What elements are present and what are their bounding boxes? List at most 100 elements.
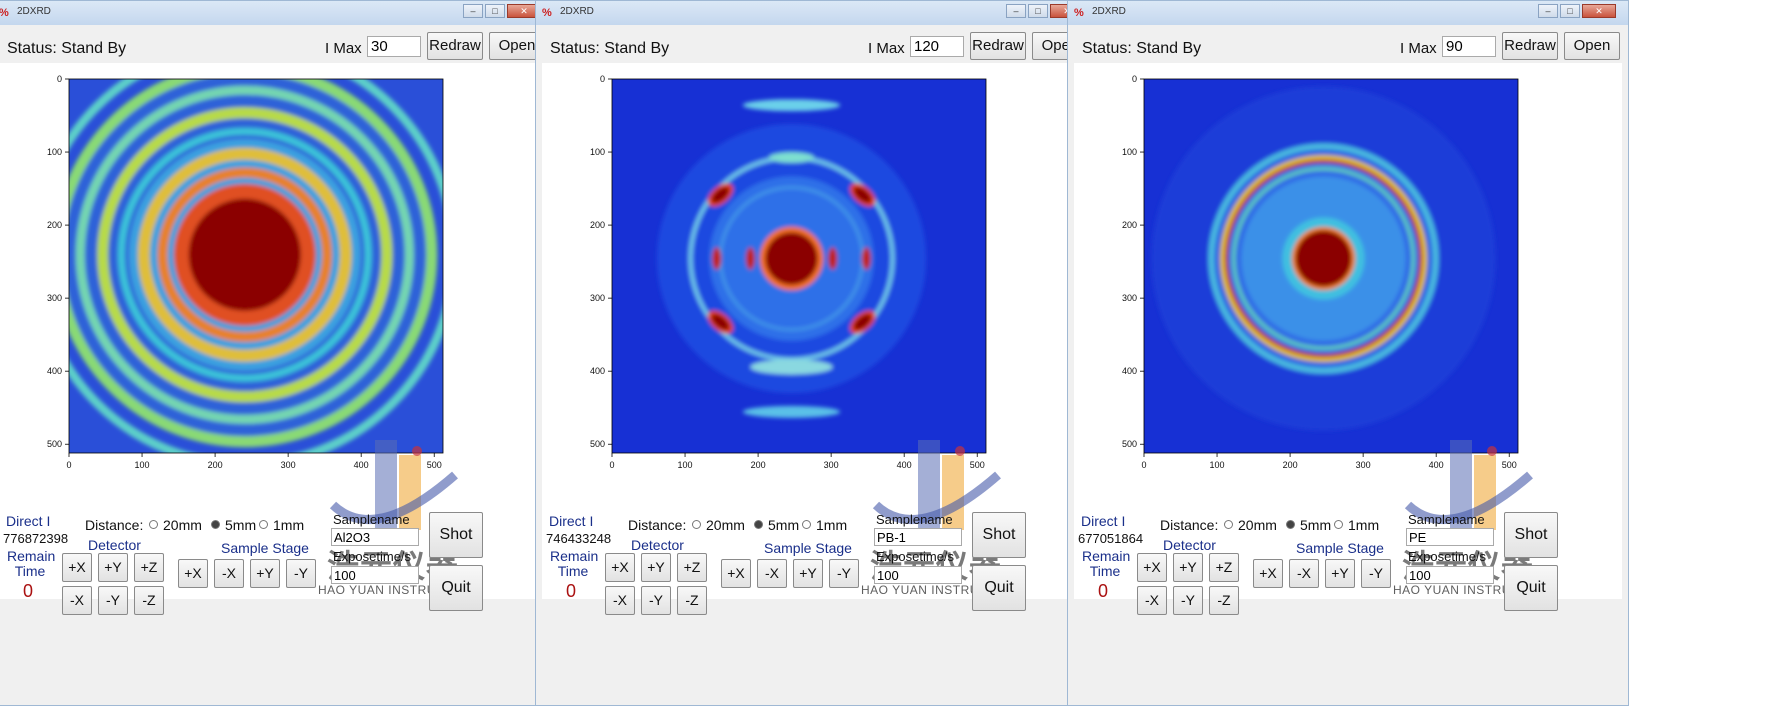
shot-button[interactable]: Shot	[972, 512, 1026, 558]
detector-plus-y-button[interactable]: +Y	[641, 553, 671, 582]
imax-input[interactable]	[1442, 36, 1496, 57]
title-bar: % 2DXRD – □ ✕	[0, 1, 553, 25]
stage-plus-y-button[interactable]: +Y	[793, 559, 823, 588]
minimize-button[interactable]: –	[463, 4, 483, 18]
stage-minus-x-button[interactable]: -X	[1289, 559, 1319, 588]
distance-option-label: 5mm	[225, 517, 257, 533]
stage-plus-x-button[interactable]: +X	[178, 559, 208, 588]
distance-radio-1mm[interactable]: 1mm	[259, 517, 304, 533]
stage-plus-x-button[interactable]: +X	[721, 559, 751, 588]
distance-option-label: 20mm	[1238, 517, 1277, 533]
detector-plus-x-button[interactable]: +X	[605, 553, 635, 582]
distance-radio-1mm[interactable]: 1mm	[802, 517, 847, 533]
stage-minus-y-button[interactable]: -Y	[286, 559, 316, 588]
detector-plus-y-button[interactable]: +Y	[98, 553, 128, 582]
samplename-input[interactable]	[1406, 528, 1494, 546]
distance-radio-5mm[interactable]: 5mm	[1286, 517, 1331, 533]
quit-button[interactable]: Quit	[972, 565, 1026, 611]
x-tick-label: 300	[824, 460, 839, 470]
shot-button[interactable]: Shot	[429, 512, 483, 558]
beam-center	[188, 198, 301, 311]
detector-minus-y-button[interactable]: -Y	[641, 586, 671, 615]
minimize-button[interactable]: –	[1006, 4, 1026, 18]
quit-button[interactable]: Quit	[429, 565, 483, 611]
detector-minus-z-button[interactable]: -Z	[134, 586, 164, 615]
radio-dot-selected	[754, 520, 763, 529]
diffraction-ring	[1224, 159, 1423, 358]
stage-minus-x-button[interactable]: -X	[214, 559, 244, 588]
xrd-window: % 2DXRD – □ ✕ Status: Stand By I Max Red…	[0, 0, 554, 706]
shot-button[interactable]: Shot	[1504, 512, 1558, 558]
y-tick-label: 200	[590, 220, 605, 230]
detector-plus-y-button[interactable]: +Y	[1173, 553, 1203, 582]
y-tick-label: 200	[1122, 220, 1137, 230]
detector-minus-y-button[interactable]: -Y	[1173, 586, 1203, 615]
redraw-button[interactable]: Redraw	[1502, 32, 1558, 60]
stage-plus-y-button[interactable]: +Y	[1325, 559, 1355, 588]
imax-input[interactable]	[367, 36, 421, 57]
stage-plus-y-button[interactable]: +Y	[250, 559, 280, 588]
samplename-input[interactable]	[331, 528, 419, 546]
exposetime-input[interactable]	[1406, 566, 1494, 584]
distance-radio-5mm[interactable]: 5mm	[211, 517, 256, 533]
detector-plus-z-button[interactable]: +Z	[1209, 553, 1239, 582]
open-button[interactable]: Open	[1564, 32, 1620, 60]
diffraction-spot	[861, 247, 871, 270]
status-text: Status: Stand By	[7, 40, 127, 57]
x-tick-label: 300	[1356, 460, 1371, 470]
redraw-button[interactable]: Redraw	[970, 32, 1026, 60]
exposetime-input[interactable]	[331, 566, 419, 584]
x-tick-label: 500	[970, 460, 985, 470]
radio-dot	[802, 520, 811, 529]
x-tick-label: 200	[751, 460, 766, 470]
distance-radio-1mm[interactable]: 1mm	[1334, 517, 1379, 533]
redraw-button[interactable]: Redraw	[427, 32, 483, 60]
detector-minus-x-button[interactable]: -X	[62, 586, 92, 615]
detector-minus-z-button[interactable]: -Z	[677, 586, 707, 615]
detector-plus-z-button[interactable]: +Z	[677, 553, 707, 582]
direct-i-label: Direct I	[6, 513, 51, 529]
diffraction-spot	[769, 152, 814, 163]
detector-plus-x-button[interactable]: +X	[1137, 553, 1167, 582]
status-text: Status: Stand By	[550, 40, 670, 57]
minimize-button[interactable]: –	[1538, 4, 1558, 18]
stage-plus-x-button[interactable]: +X	[1253, 559, 1283, 588]
maximize-button[interactable]: □	[1028, 4, 1048, 18]
distance-option-label: 5mm	[768, 517, 800, 533]
close-button[interactable]: ✕	[1582, 4, 1616, 18]
detector-plus-x-button[interactable]: +X	[62, 553, 92, 582]
imax-input[interactable]	[910, 36, 964, 57]
quit-button[interactable]: Quit	[1504, 565, 1558, 611]
sample-stage-label: Sample Stage	[221, 540, 309, 556]
maximize-button[interactable]: □	[485, 4, 505, 18]
distance-label: Distance:	[85, 517, 144, 533]
remain-time-label: Remain Time	[1082, 548, 1131, 579]
detector-minus-x-button[interactable]: -X	[1137, 586, 1167, 615]
distance-radio-20mm[interactable]: 20mm	[692, 517, 745, 533]
stage-minus-y-button[interactable]: -Y	[829, 559, 859, 588]
stage-minus-x-button[interactable]: -X	[757, 559, 787, 588]
diffraction-spot	[853, 314, 872, 330]
y-tick-label: 300	[47, 293, 62, 303]
diffraction-plot: 0 100 200 300 400 500 0 100 200 300 400 500	[1122, 74, 1519, 470]
exposetime-label: Exposetime/s	[1408, 549, 1487, 564]
x-tick-label: 400	[1429, 460, 1444, 470]
maximize-button[interactable]: □	[1560, 4, 1580, 18]
direct-i-value: 677051864	[1078, 531, 1144, 546]
distance-radio-20mm[interactable]: 20mm	[149, 517, 202, 533]
distance-radio-5mm[interactable]: 5mm	[754, 517, 799, 533]
samplename-input[interactable]	[874, 528, 962, 546]
detector-minus-y-button[interactable]: -Y	[98, 586, 128, 615]
direct-i-value: 746433248	[546, 531, 612, 546]
x-tick-label: 100	[678, 460, 693, 470]
diffraction-image	[1144, 79, 1518, 453]
plot-axes: 0 100 200 300 400 500 0 100 200 300 400 500	[1122, 74, 1519, 470]
distance-option-label: 20mm	[163, 517, 202, 533]
beam-center	[1295, 230, 1352, 287]
exposetime-input[interactable]	[874, 566, 962, 584]
detector-minus-z-button[interactable]: -Z	[1209, 586, 1239, 615]
detector-minus-x-button[interactable]: -X	[605, 586, 635, 615]
stage-minus-y-button[interactable]: -Y	[1361, 559, 1391, 588]
distance-radio-20mm[interactable]: 20mm	[1224, 517, 1277, 533]
detector-plus-z-button[interactable]: +Z	[134, 553, 164, 582]
